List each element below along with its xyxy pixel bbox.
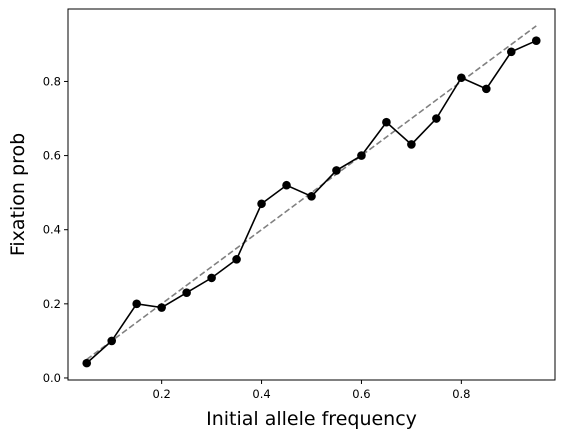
- data-point: [432, 114, 441, 123]
- x-tick-label: 0.8: [452, 387, 470, 401]
- data-point: [407, 140, 416, 149]
- y-tick-label: 0.6: [43, 149, 61, 163]
- data-point: [531, 36, 541, 45]
- plot-frame: [67, 8, 556, 381]
- data-point: [207, 273, 216, 283]
- x-tick-label: 0.2: [153, 387, 171, 401]
- x-tick-label: 0.6: [352, 387, 370, 401]
- data-point: [282, 180, 291, 190]
- data-point: [157, 303, 166, 312]
- y-axis-ticks: 0.0 0.2 0.4 0.6 0.8: [43, 74, 68, 385]
- x-axis-ticks: 0.2 0.4 0.6 0.8: [153, 380, 470, 401]
- data-series-line: [86, 39, 537, 364]
- data-point: [307, 192, 316, 201]
- y-tick-label: 0.4: [43, 223, 61, 237]
- data-point: [332, 166, 341, 175]
- y-tick-label: 0.8: [43, 74, 61, 88]
- x-axis-label: Initial allele frequency: [206, 408, 417, 430]
- y-tick-label: 0.2: [43, 297, 61, 311]
- data-point: [457, 73, 466, 83]
- y-axis-label: Fixation prob: [7, 133, 29, 256]
- data-point: [506, 47, 516, 57]
- data-point: [232, 255, 241, 264]
- data-point: [482, 84, 491, 94]
- data-point: [357, 151, 366, 160]
- data-point: [382, 117, 391, 127]
- data-point: [182, 288, 191, 298]
- data-point: [107, 336, 117, 346]
- plot-content: [82, 25, 541, 368]
- y-tick-label: 0.0: [43, 371, 61, 385]
- x-tick-label: 0.4: [252, 387, 270, 401]
- data-point: [82, 358, 92, 368]
- data-point: [132, 299, 141, 309]
- data-point: [257, 199, 266, 209]
